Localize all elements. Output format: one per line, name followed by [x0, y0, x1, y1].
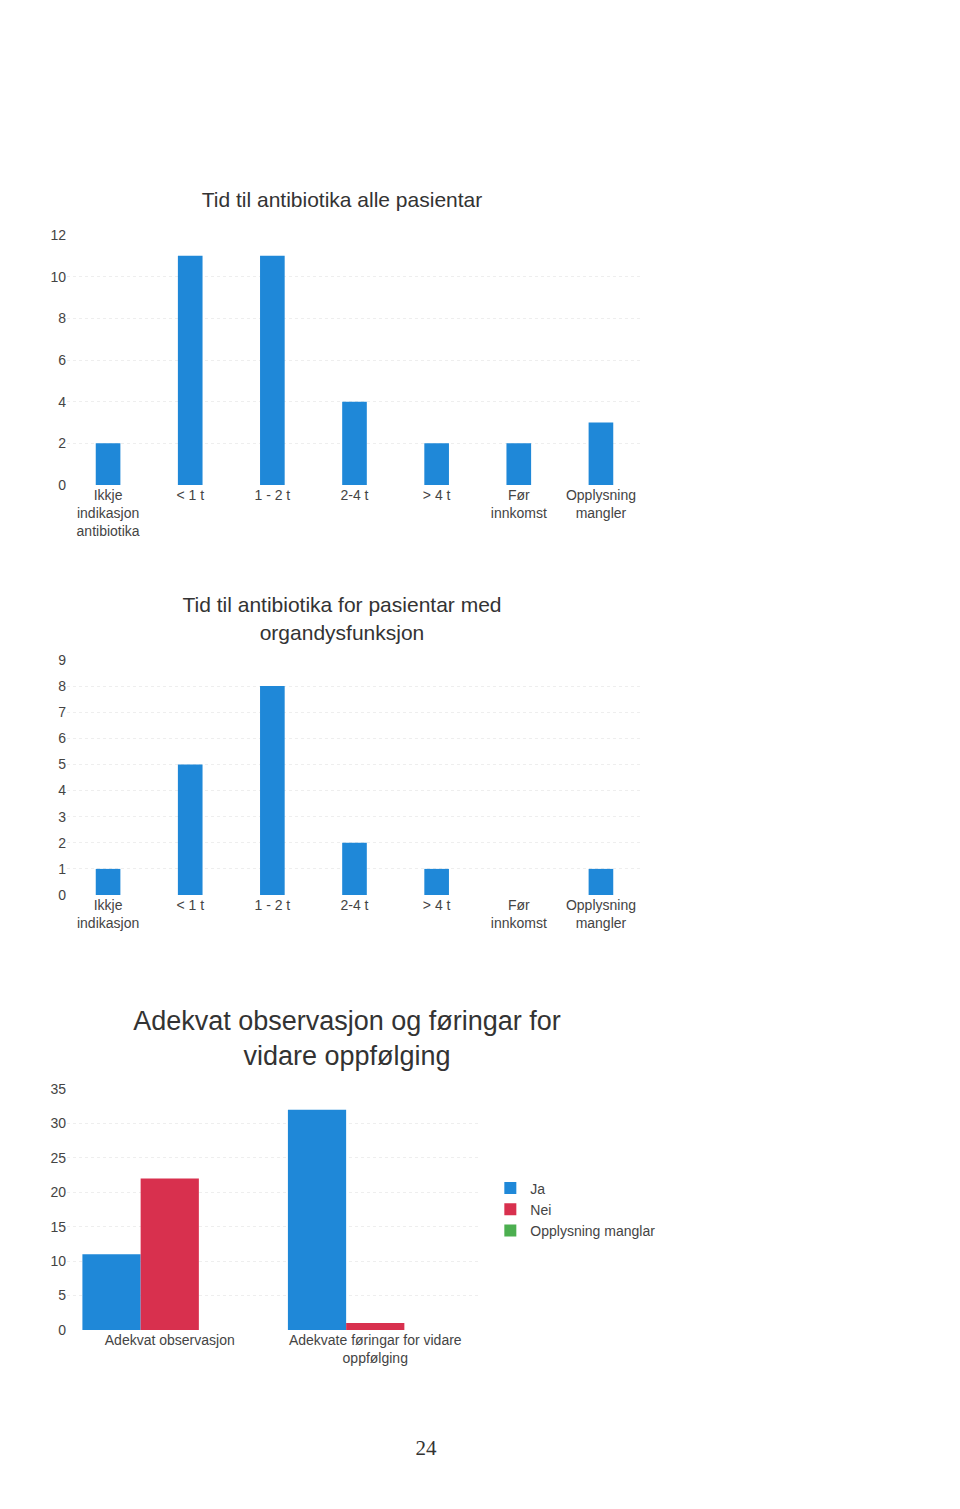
svg-text:Adekvat observasjon og føringa: Adekvat observasjon og føringar forvidar…: [133, 1006, 561, 1071]
svg-text:1: 1: [58, 861, 66, 877]
svg-text:35: 35: [50, 1081, 66, 1097]
svg-text:9: 9: [58, 652, 66, 668]
svg-text:5: 5: [58, 1287, 66, 1303]
svg-text:20: 20: [50, 1184, 66, 1200]
svg-text:0: 0: [58, 1322, 66, 1338]
svg-text:30: 30: [50, 1115, 66, 1131]
svg-text:3: 3: [58, 809, 66, 825]
svg-text:2: 2: [58, 435, 66, 451]
svg-text:< 1 t: < 1 t: [176, 897, 204, 913]
svg-text:5: 5: [58, 756, 66, 772]
svg-text:Nei: Nei: [530, 1202, 551, 1218]
svg-text:> 4 t: > 4 t: [423, 897, 451, 913]
svg-text:0: 0: [58, 477, 66, 493]
svg-text:Førinnkomst: Førinnkomst: [491, 897, 547, 931]
svg-text:> 4 t: > 4 t: [423, 487, 451, 503]
svg-text:10: 10: [50, 1253, 66, 1269]
svg-text:Ikkjeindikasjon: Ikkjeindikasjon: [77, 897, 139, 931]
svg-text:8: 8: [58, 678, 66, 694]
svg-text:10: 10: [50, 269, 66, 285]
svg-text:Opplysningmangler: Opplysningmangler: [566, 487, 636, 521]
svg-text:2: 2: [58, 835, 66, 851]
svg-text:Tid til antibiotika alle pasie: Tid til antibiotika alle pasientar: [202, 188, 483, 211]
svg-text:0: 0: [58, 887, 66, 903]
svg-text:Opplysningmangler: Opplysningmangler: [566, 897, 636, 931]
svg-text:Ikkjeindikasjonantibiotika: Ikkjeindikasjonantibiotika: [77, 487, 140, 539]
svg-text:12: 12: [50, 227, 66, 243]
svg-text:1 - 2 t: 1 - 2 t: [254, 487, 290, 503]
svg-text:Tid til antibiotika for pasien: Tid til antibiotika for pasientar medorg…: [182, 593, 501, 643]
svg-text:6: 6: [58, 352, 66, 368]
svg-text:1 - 2 t: 1 - 2 t: [254, 897, 290, 913]
svg-text:Førinnkomst: Førinnkomst: [491, 487, 547, 521]
svg-text:2-4 t: 2-4 t: [340, 487, 368, 503]
svg-text:6: 6: [58, 730, 66, 746]
svg-text:Opplysning manglar: Opplysning manglar: [530, 1223, 655, 1239]
html-text:24: 24: [415, 1436, 437, 1460]
svg-text:8: 8: [58, 310, 66, 326]
svg-text:15: 15: [50, 1219, 66, 1235]
svg-text:7: 7: [58, 704, 66, 720]
svg-text:< 1 t: < 1 t: [176, 487, 204, 503]
svg-text:4: 4: [58, 394, 66, 410]
svg-text:Adekvate føringar for vidareop: Adekvate føringar for vidareoppfølging: [289, 1332, 462, 1366]
svg-text:Adekvat observasjon: Adekvat observasjon: [105, 1332, 235, 1348]
svg-text:Ja: Ja: [530, 1181, 545, 1197]
svg-text:2-4 t: 2-4 t: [340, 897, 368, 913]
svg-text:25: 25: [50, 1150, 66, 1166]
svg-text:4: 4: [58, 782, 66, 798]
